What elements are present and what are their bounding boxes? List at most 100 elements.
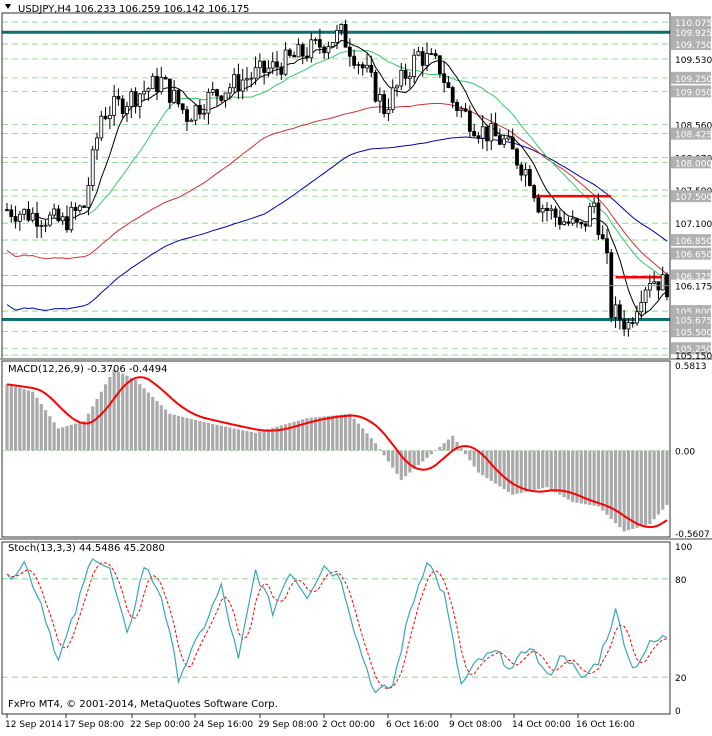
macd-histogram-bar-51 <box>223 426 228 451</box>
macd-histogram-bar-40 <box>176 415 181 451</box>
macd-histogram-bar-149 <box>643 450 648 526</box>
candle-body <box>107 114 112 120</box>
candle-body <box>489 123 494 142</box>
price-axis-label-18: 105.675 <box>675 317 712 327</box>
candle-124 <box>536 193 541 214</box>
macd-histogram-bar-99 <box>429 450 433 455</box>
candle-body <box>510 136 515 150</box>
candle-body <box>69 206 74 231</box>
candle-body <box>622 319 627 330</box>
candle-body <box>523 169 528 176</box>
macd-histogram-bar-114 <box>493 450 498 484</box>
candle-30 <box>133 87 138 114</box>
candle-149 <box>643 287 648 315</box>
macd-histogram-bar-13 <box>61 427 65 451</box>
price-label-box-16 <box>671 279 711 292</box>
candle-body <box>22 208 27 215</box>
macd-histogram-bar-75 <box>326 415 331 451</box>
macd-histogram-bar-23 <box>103 384 108 451</box>
macd-histogram-bar-14 <box>65 425 69 451</box>
macd-histogram-bar-134 <box>579 450 583 504</box>
candle-128 <box>553 205 558 227</box>
macd-histogram-bar-103 <box>446 439 451 451</box>
stoch-panel-frame <box>1 541 671 715</box>
candle-79 <box>343 19 348 48</box>
candle-body <box>253 67 258 79</box>
macd-histogram-bar-1 <box>9 385 13 451</box>
macd-histogram-bar-71 <box>309 417 313 451</box>
macd-histogram-bar-62 <box>271 427 275 451</box>
candle-body <box>9 209 14 217</box>
candle-84 <box>365 53 369 73</box>
macd-histogram-bar-29 <box>129 377 133 451</box>
macd-histogram-bar-4 <box>22 389 26 451</box>
candle-body <box>600 234 605 240</box>
price-axis-label-17: 105.800 <box>675 308 712 318</box>
macd-histogram-bar-89 <box>386 450 391 462</box>
macd-histogram-bar-142 <box>613 450 618 524</box>
stoch-axis-label-1: 80 <box>675 576 687 586</box>
candle-body <box>112 95 117 116</box>
candle-body <box>206 92 211 114</box>
candle-139 <box>600 225 605 240</box>
candle-body <box>446 82 451 88</box>
macd-histogram-bar-141 <box>609 450 613 519</box>
candle-131 <box>566 216 571 227</box>
candle-113 <box>489 113 494 151</box>
candle-146 <box>630 317 635 328</box>
macd-histogram-bar-27 <box>121 373 125 451</box>
macd-histogram-bar-136 <box>588 450 592 505</box>
candle-body <box>193 104 198 121</box>
candle-body <box>129 91 134 107</box>
macd-histogram-bar-30 <box>133 379 138 451</box>
candle-body <box>116 95 121 100</box>
candle-body <box>292 55 297 58</box>
macd-histogram-bar-77 <box>335 415 339 451</box>
price-axis-label-12: 107.100 <box>675 220 712 230</box>
candle-133 <box>575 217 579 228</box>
macd-histogram-bar-78 <box>339 414 343 451</box>
candle-body <box>339 24 344 31</box>
candle-45 <box>197 99 202 120</box>
price-axis-label-15: 106.325 <box>675 273 712 283</box>
macd-histogram-bar-16 <box>73 423 78 451</box>
x-axis-label-8: 14 Oct 00:00 <box>512 720 571 730</box>
candle-144 <box>622 310 627 336</box>
candle-87 <box>377 87 382 113</box>
macd-histogram-bar-47 <box>206 423 211 451</box>
macd-histogram-bar-19 <box>86 413 91 451</box>
macd-histogram-bar-148 <box>639 450 643 527</box>
macd-histogram-bar-135 <box>583 450 588 505</box>
candle-47 <box>206 88 211 125</box>
macd-histogram-bar-65 <box>283 424 288 451</box>
candle-body <box>553 208 558 218</box>
price-axis-label-2: 109.750 <box>675 41 712 51</box>
candle-body <box>56 208 61 222</box>
x-axis-label-7: 9 Oct 08:00 <box>449 720 502 730</box>
macd-histogram-bar-59 <box>258 431 262 451</box>
candle-76 <box>330 42 335 48</box>
candle-5 <box>26 201 31 223</box>
macd-title: MACD(12,26,9) -0.3706 -0.4494 <box>8 364 168 375</box>
macd-histogram-bar-111 <box>481 450 485 476</box>
macd-histogram-bar-153 <box>661 450 665 510</box>
price-label-box-15 <box>671 269 711 282</box>
candle-35 <box>155 67 159 101</box>
candle-108 <box>467 105 472 137</box>
candle-67 <box>292 51 297 58</box>
candle-147 <box>635 305 639 326</box>
macd-histogram-bar-33 <box>146 392 151 451</box>
candle-body <box>279 66 284 75</box>
candle-body <box>390 87 395 110</box>
macd-histogram-bar-37 <box>163 409 168 451</box>
candle-1 <box>9 204 14 223</box>
candle-88 <box>382 90 387 118</box>
candle-15 <box>69 201 74 233</box>
candle-89 <box>386 98 391 122</box>
macd-histogram-bar-76 <box>331 415 335 451</box>
macd-histogram-bar-101 <box>438 446 442 451</box>
candle-54 <box>236 63 241 100</box>
candle-46 <box>202 103 207 120</box>
stoch-main-line <box>6 558 668 694</box>
